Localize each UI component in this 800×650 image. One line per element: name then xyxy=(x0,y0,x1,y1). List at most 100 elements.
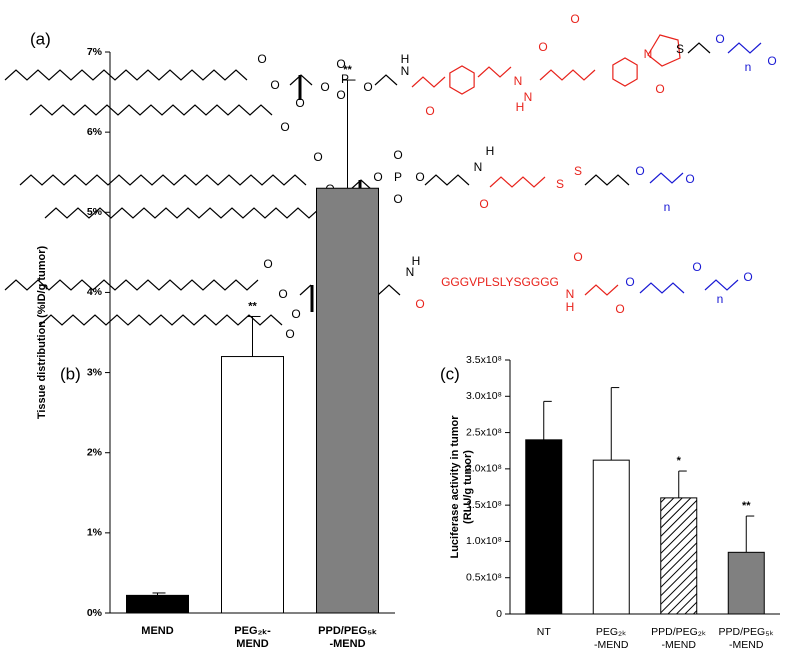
atom-label: O xyxy=(692,260,701,274)
atom-label: H xyxy=(516,100,525,114)
atom-label: O xyxy=(425,104,434,118)
bar xyxy=(592,459,630,615)
atom-label: O xyxy=(743,270,752,284)
atom-label: O xyxy=(415,170,424,184)
bond xyxy=(4,69,248,81)
bond xyxy=(539,69,596,81)
ring xyxy=(647,34,681,67)
x-tick-label: PEG₂ₖ-MEND xyxy=(234,625,271,650)
bond xyxy=(704,279,739,291)
bar xyxy=(525,439,563,615)
ring xyxy=(612,57,638,87)
atom-label: O xyxy=(336,88,345,102)
bond xyxy=(584,284,619,296)
ring xyxy=(449,65,475,95)
y-tick-label: 3.0x10⁸ xyxy=(466,390,502,402)
y-tick-label: 1.5x10⁸ xyxy=(466,499,502,511)
atom-label: O xyxy=(291,307,300,321)
atom-label: n xyxy=(745,60,752,74)
y-axis-label: Tissue distribution (%ID/g tumor) xyxy=(36,245,48,419)
atom-label: O xyxy=(615,302,624,316)
atom-label: O xyxy=(336,57,345,71)
atom-label: S xyxy=(556,177,564,191)
x-tick-label: PEG₂ₖ-MEND xyxy=(594,626,629,650)
atom-label: O xyxy=(685,172,694,186)
atom-label: O xyxy=(320,80,329,94)
x-tick-label: PPD/PEG₂ₖ -MEND xyxy=(651,626,706,650)
atom-label: O xyxy=(295,96,304,110)
bond xyxy=(44,207,332,219)
atom-label: O xyxy=(373,170,382,184)
atom-label: O xyxy=(393,148,402,162)
bond xyxy=(639,282,685,294)
atom-label: H xyxy=(412,254,421,268)
atom-label: O xyxy=(278,287,287,301)
atom-label: O xyxy=(263,257,272,271)
bond xyxy=(377,284,401,296)
panel-label: (b) xyxy=(60,364,81,383)
y-tick-label: 5% xyxy=(87,206,103,218)
significance-label: ** xyxy=(343,64,352,76)
y-tick-label: 6% xyxy=(87,126,103,138)
atom-label: O xyxy=(270,78,279,92)
atom-label: n xyxy=(717,292,724,306)
bar xyxy=(126,594,189,614)
atom-label: N xyxy=(474,160,483,174)
atom-label: n xyxy=(664,200,671,214)
atom-label: H xyxy=(401,52,410,66)
y-tick-label: 4% xyxy=(87,286,103,298)
atom-label: O xyxy=(635,164,644,178)
bond xyxy=(477,66,512,78)
bond xyxy=(299,284,312,296)
bond xyxy=(4,279,259,291)
bar xyxy=(316,187,379,614)
bond xyxy=(489,176,546,188)
atom-label: O xyxy=(573,250,582,264)
x-tick-label: PPD/PEG₅ₖ -MEND xyxy=(719,626,774,650)
atom-label: H xyxy=(566,300,575,314)
y-tick-label: 0.5x10⁸ xyxy=(466,571,502,583)
bar xyxy=(727,551,765,615)
bond xyxy=(39,314,283,326)
atom-label: N xyxy=(566,287,575,301)
bond xyxy=(424,174,470,186)
bond xyxy=(29,104,273,116)
atom-label: O xyxy=(715,32,724,46)
y-tick-label: 2.5x10⁸ xyxy=(466,426,502,438)
atom-label: O xyxy=(257,52,266,66)
atom-label: P xyxy=(394,170,402,184)
atom-label: O xyxy=(285,327,294,341)
atom-label: O xyxy=(393,192,402,206)
y-tick-label: 7% xyxy=(87,46,103,58)
atom-label: H xyxy=(486,144,495,158)
atom-label: N xyxy=(406,265,415,279)
y-tick-label: 1.0x10⁸ xyxy=(466,535,502,547)
atom-label: O xyxy=(479,197,488,211)
bond xyxy=(19,174,307,186)
atom-label: N xyxy=(644,47,653,61)
y-axis-label: Luciferase activity in tumor(RLU/g tumor… xyxy=(449,415,474,559)
bond xyxy=(374,74,398,86)
atom-label: O xyxy=(538,40,547,54)
y-tick-label: 1% xyxy=(87,527,103,539)
y-tick-label: 2.0x10⁸ xyxy=(466,463,502,475)
atom-label: O xyxy=(570,12,579,26)
bar xyxy=(221,356,284,614)
atom-label: O xyxy=(415,297,424,311)
bond xyxy=(727,42,762,54)
atom-label: N xyxy=(524,90,533,104)
x-tick-label: NT xyxy=(537,626,552,638)
x-tick-label: PPD/PEG₅ₖ -MEND xyxy=(318,625,377,650)
atom-label: O xyxy=(767,54,776,68)
atom-label: S xyxy=(574,164,582,178)
atom-label: O xyxy=(313,150,322,164)
atom-label: O xyxy=(363,80,372,94)
atom-label: S xyxy=(676,42,684,56)
atom-label: O xyxy=(655,82,664,96)
bond xyxy=(411,76,446,88)
bond xyxy=(584,174,630,186)
bond xyxy=(649,172,684,184)
y-tick-label: 0 xyxy=(496,608,502,620)
atom-label: O xyxy=(280,120,289,134)
